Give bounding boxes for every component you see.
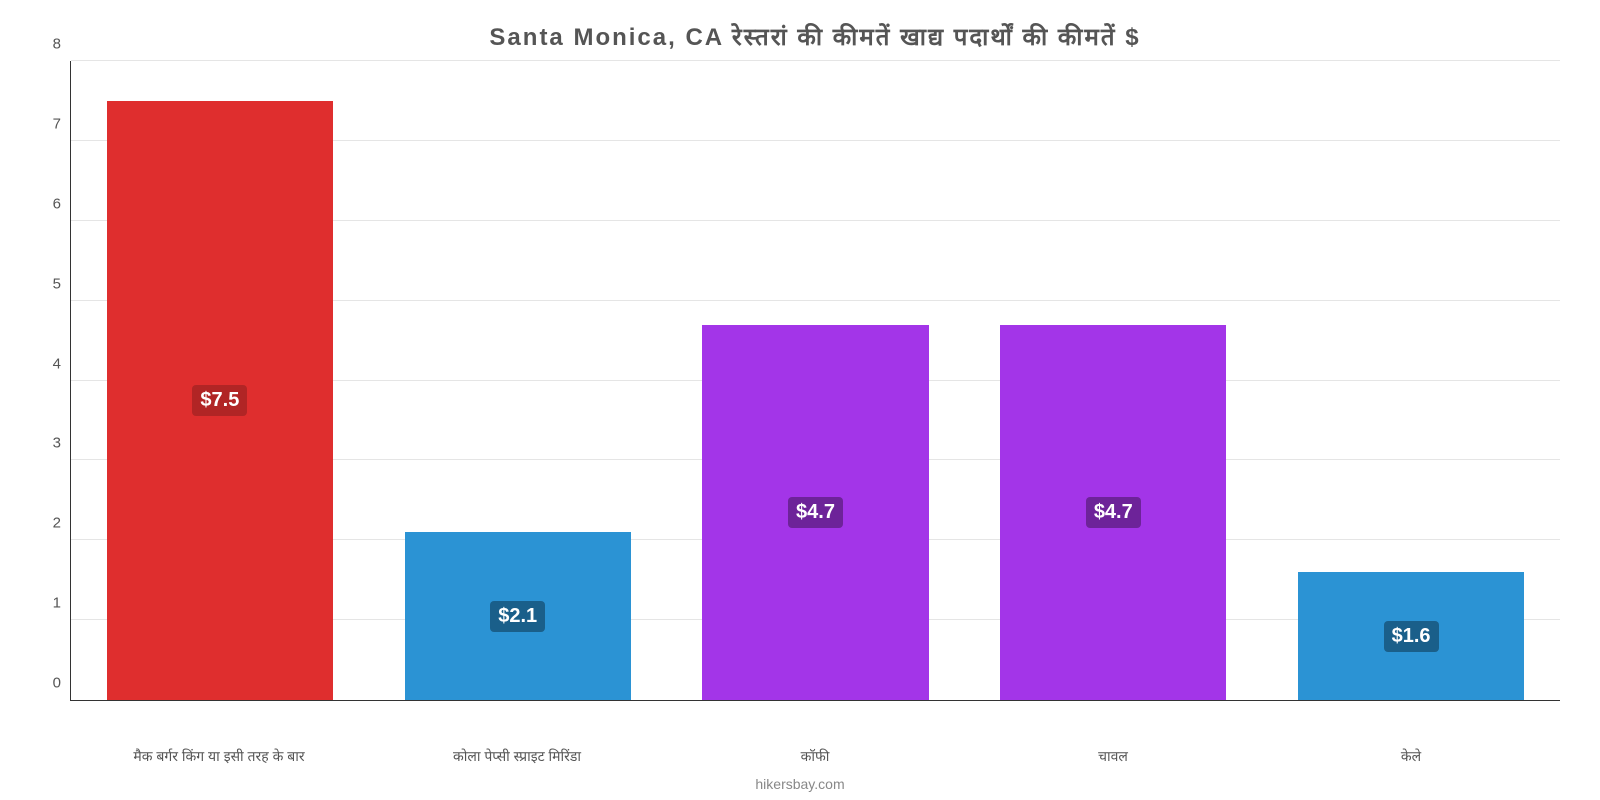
value-label: $4.7 (788, 497, 843, 528)
bar-slot: $4.7 (964, 61, 1262, 700)
y-tick-label: 6 (53, 195, 71, 212)
y-tick-label: 1 (53, 595, 71, 612)
y-tick-label: 7 (53, 115, 71, 132)
x-tick-label: कोला पेप्सी स्प्राइट मिरिंडा (368, 747, 666, 766)
value-label: $7.5 (192, 385, 247, 416)
y-tick-label: 0 (53, 675, 71, 692)
bar-slot: $7.5 (71, 61, 369, 700)
y-tick-label: 8 (53, 36, 71, 53)
bar-slot: $1.6 (1262, 61, 1560, 700)
x-tick-label: चावल (964, 747, 1262, 766)
x-axis-labels: मैक बर्गर किंग या इसी तरह के बारकोला पेप… (70, 747, 1560, 766)
plot-area: $7.5$2.1$4.7$4.7$1.6 012345678 (70, 61, 1560, 701)
chart-title: Santa Monica, CA रेस्तरां की कीमतें खाद्… (70, 20, 1560, 53)
x-tick-label: केले (1262, 747, 1560, 766)
value-label: $1.6 (1384, 621, 1439, 652)
bars-layer: $7.5 $2.1 $4.7 $4.7 $1.6 (71, 61, 1560, 700)
bar: $2.1 (405, 532, 631, 700)
y-tick-label: 4 (53, 355, 71, 372)
value-label: $2.1 (490, 601, 545, 632)
x-tick-label: मैक बर्गर किंग या इसी तरह के बार (70, 747, 368, 766)
value-label: $4.7 (1086, 497, 1141, 528)
bar-slot: $4.7 (667, 61, 965, 700)
y-tick-label: 5 (53, 275, 71, 292)
bar: $7.5 (107, 101, 333, 700)
bar: $4.7 (1000, 325, 1226, 700)
chart-credit: hikersbay.com (0, 776, 1600, 792)
y-tick-label: 3 (53, 435, 71, 452)
price-chart-container: Santa Monica, CA रेस्तरां की कीमतें खाद्… (0, 0, 1600, 800)
bar: $4.7 (702, 325, 928, 700)
bar-slot: $2.1 (369, 61, 667, 700)
y-tick-label: 2 (53, 515, 71, 532)
bar: $1.6 (1298, 572, 1524, 700)
x-tick-label: कॉफी (666, 747, 964, 766)
